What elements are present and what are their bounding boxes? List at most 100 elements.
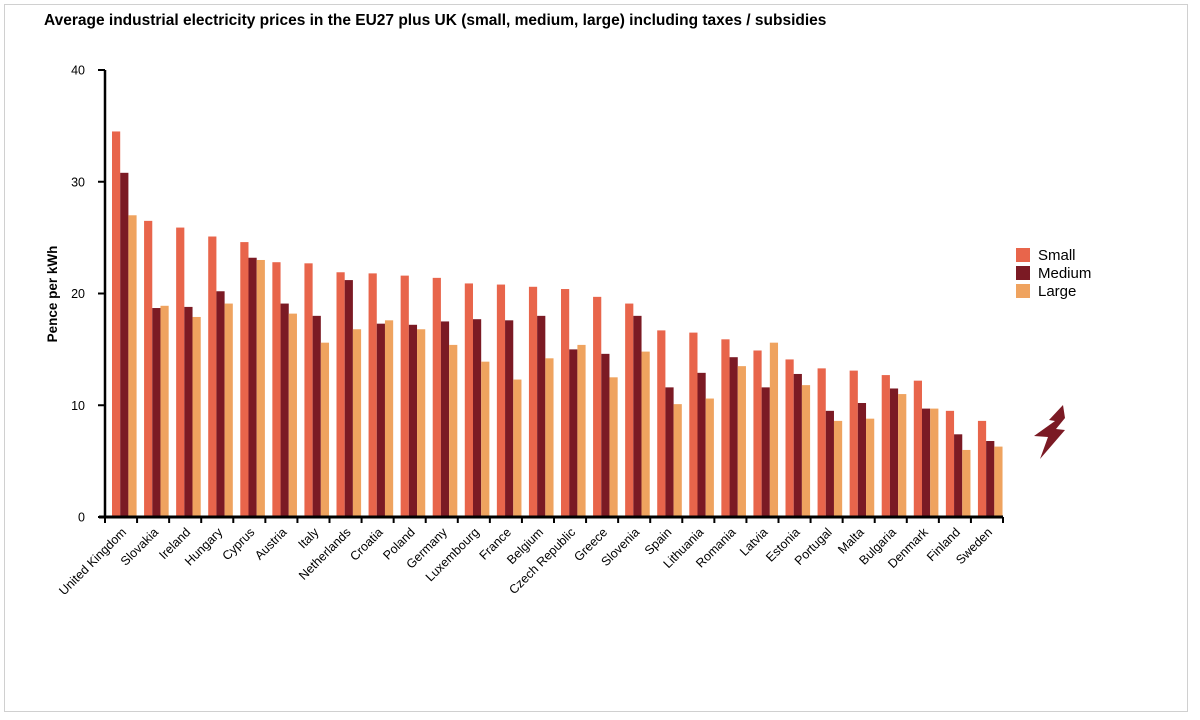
bar-large-luxembourg (481, 361, 490, 517)
bar-large-finland (962, 449, 971, 517)
bar-small-united-kingdom (112, 131, 121, 517)
bar-small-cyprus (240, 242, 249, 517)
bar-medium-poland (408, 324, 418, 517)
bar-large-italy (320, 342, 330, 517)
bar-small-portugal (817, 368, 826, 517)
x-tick-label: Cyprus (220, 525, 258, 563)
bar-small-czech-republic (561, 289, 570, 517)
bar-small-finland (945, 410, 955, 517)
bar-medium-estonia (793, 373, 802, 517)
bars-layer (112, 131, 1003, 518)
bar-small-latvia (753, 350, 762, 517)
bar-medium-greece (601, 353, 610, 517)
bar-large-denmark (930, 408, 939, 517)
bar-large-austria (288, 313, 297, 517)
bar-large-netherlands (352, 329, 362, 517)
bar-large-cyprus (256, 259, 265, 517)
bar-large-spain (673, 404, 682, 517)
y-tick-label: 30 (71, 175, 85, 189)
bar-medium-netherlands (344, 280, 353, 517)
bar-small-germany (432, 277, 441, 517)
bar-large-romania (737, 366, 746, 517)
bar-large-bulgaria (898, 394, 907, 517)
bar-small-spain (657, 330, 666, 517)
legend-label-small: Small (1038, 247, 1076, 264)
bar-medium-france (505, 320, 514, 517)
bar-small-greece (593, 296, 602, 517)
bar-large-lithuania (705, 398, 714, 517)
bar-medium-croatia (376, 323, 385, 517)
bar-large-france (513, 379, 522, 517)
bar-large-germany (449, 344, 458, 517)
bar-medium-latvia (761, 387, 770, 517)
bar-medium-bulgaria (889, 388, 899, 517)
bar-large-latvia (769, 342, 779, 517)
x-tick-label: Croatia (347, 525, 385, 563)
bar-small-slovakia (144, 220, 153, 518)
bar-small-luxembourg (464, 283, 473, 517)
bar-small-lithuania (689, 332, 698, 517)
bar-medium-denmark (921, 408, 931, 517)
bar-medium-belgium (537, 315, 546, 517)
bar-medium-spain (665, 387, 674, 517)
legend-swatch-small (1016, 248, 1030, 262)
bar-small-italy (304, 263, 313, 517)
bar-small-malta (849, 370, 858, 517)
bar-medium-malta (857, 403, 867, 517)
bar-small-estonia (785, 359, 794, 517)
bar-large-portugal (833, 420, 843, 517)
bar-small-belgium (528, 286, 538, 517)
bar-small-bulgaria (881, 375, 890, 517)
bar-small-denmark (913, 380, 922, 517)
bar-medium-sweden (986, 441, 995, 517)
bar-large-poland (417, 329, 426, 517)
bar-medium-germany (440, 321, 450, 517)
bar-large-sweden (994, 446, 1003, 517)
bar-small-austria (272, 262, 281, 517)
y-tick-label: 20 (71, 287, 85, 301)
bar-large-hungary (224, 303, 233, 517)
bar-small-hungary (208, 236, 217, 517)
bar-medium-finland (954, 434, 963, 517)
bar-large-slovakia (160, 305, 169, 517)
bar-large-malta (866, 418, 875, 517)
bar-small-romania (721, 339, 730, 517)
bar-small-netherlands (336, 272, 345, 517)
bar-medium-united-kingdom (120, 172, 129, 517)
bar-small-sweden (977, 420, 987, 517)
y-axis-label: Pence per kWh (45, 246, 60, 343)
bar-large-slovenia (641, 351, 650, 517)
bar-small-ireland (176, 227, 185, 517)
bar-large-united-kingdom (128, 215, 137, 517)
bar-large-estonia (801, 385, 811, 517)
bar-large-czech-republic (577, 344, 586, 517)
legend-swatch-medium (1016, 266, 1030, 280)
bar-medium-austria (280, 303, 289, 517)
bar-large-belgium (545, 358, 554, 517)
bar-medium-hungary (216, 291, 225, 517)
bar-medium-lithuania (697, 372, 706, 517)
bar-medium-italy (312, 315, 321, 517)
x-tick-label: Sweden (953, 525, 995, 567)
x-tick-label: Austria (252, 525, 289, 562)
x-tick-label: Italy (295, 525, 322, 552)
legend-label-large: Large (1038, 283, 1076, 300)
bar-small-slovenia (625, 303, 634, 517)
y-tick-label: 40 (71, 64, 85, 78)
chart-frame (4, 4, 1188, 712)
bar-medium-ireland (184, 306, 193, 517)
x-tick-label: United Kingdom (56, 525, 129, 598)
legend-swatch-large (1016, 284, 1030, 298)
bar-medium-luxembourg (472, 319, 482, 517)
lightning-bolt-icon (1034, 405, 1065, 459)
bar-medium-slovenia (633, 315, 642, 517)
bar-large-croatia (384, 320, 394, 517)
bar-small-croatia (368, 273, 377, 517)
y-tick-label: 0 (78, 511, 85, 525)
bar-small-poland (400, 275, 409, 517)
bar-small-france (496, 284, 506, 517)
bar-large-greece (609, 377, 618, 517)
bar-medium-slovakia (152, 308, 161, 517)
